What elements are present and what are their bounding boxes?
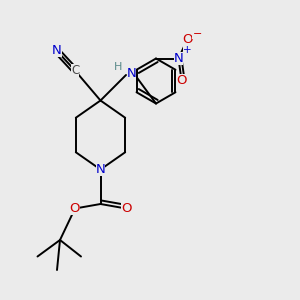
Text: O: O <box>176 74 187 87</box>
Text: N: N <box>127 67 136 80</box>
Text: C: C <box>71 64 79 77</box>
Text: O: O <box>182 32 193 46</box>
Text: N: N <box>52 44 62 58</box>
Text: +: + <box>183 45 191 55</box>
Text: O: O <box>121 202 131 215</box>
Text: N: N <box>174 52 183 65</box>
Text: N: N <box>96 163 105 176</box>
Text: H: H <box>114 62 123 73</box>
Text: −: − <box>192 28 202 39</box>
Text: O: O <box>70 202 80 215</box>
